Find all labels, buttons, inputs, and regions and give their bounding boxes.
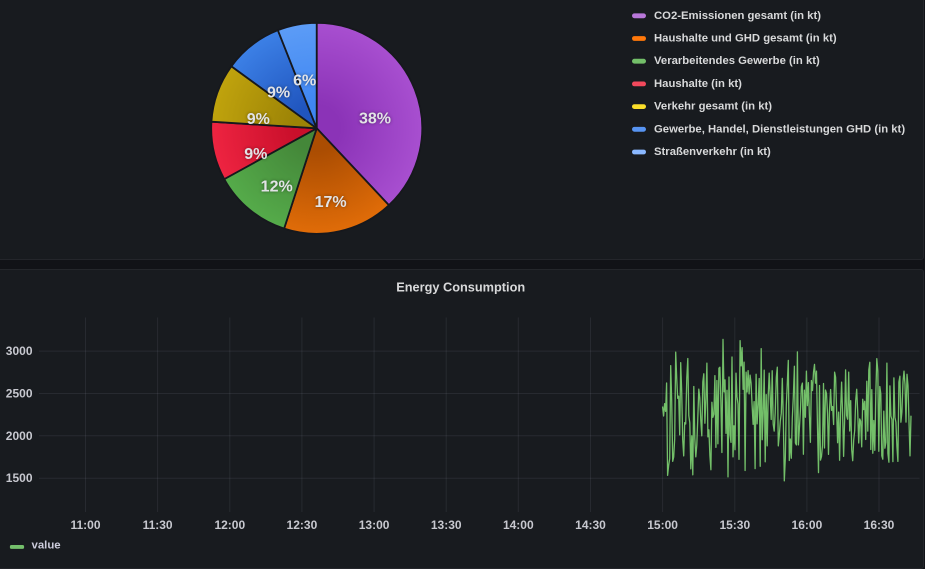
svg-text:13:00: 13:00 <box>359 518 390 532</box>
svg-text:1500: 1500 <box>6 471 33 485</box>
svg-text:12:30: 12:30 <box>287 518 318 532</box>
svg-text:16:30: 16:30 <box>864 518 895 532</box>
svg-text:17%: 17% <box>315 194 347 211</box>
svg-text:Verkehr gesamt (in kt): Verkehr gesamt (in kt) <box>654 101 772 113</box>
svg-text:9%: 9% <box>267 85 290 102</box>
svg-text:2500: 2500 <box>6 387 33 401</box>
svg-text:value: value <box>32 540 61 552</box>
svg-text:12%: 12% <box>261 179 293 196</box>
svg-text:38%: 38% <box>359 110 391 127</box>
svg-text:Haushalte (in kt): Haushalte (in kt) <box>654 78 742 90</box>
svg-text:3000: 3000 <box>6 344 33 358</box>
svg-text:Gewerbe, Handel, Dienstleistun: Gewerbe, Handel, Dienstleistungen GHD (i… <box>654 123 905 135</box>
svg-text:CO2-Emissionen gesamt (in kt): CO2-Emissionen gesamt (in kt) <box>654 10 821 22</box>
svg-text:14:30: 14:30 <box>575 518 606 532</box>
svg-text:9%: 9% <box>247 111 270 128</box>
svg-text:2000: 2000 <box>6 429 33 443</box>
svg-text:13:30: 13:30 <box>431 518 462 532</box>
svg-text:11:30: 11:30 <box>143 518 173 532</box>
svg-text:Haushalte und GHD gesamt (in k: Haushalte und GHD gesamt (in kt) <box>654 33 837 45</box>
svg-text:11:00: 11:00 <box>70 518 100 532</box>
svg-text:Verarbeitendes Gewerbe (in kt): Verarbeitendes Gewerbe (in kt) <box>654 55 820 67</box>
svg-text:15:30: 15:30 <box>719 518 750 532</box>
svg-text:12:00: 12:00 <box>214 518 245 532</box>
svg-text:6%: 6% <box>293 73 316 90</box>
svg-text:Energy Consumption: Energy Consumption <box>396 280 525 295</box>
svg-text:15:00: 15:00 <box>647 518 678 532</box>
svg-text:14:00: 14:00 <box>503 518 534 532</box>
svg-text:Straßenverkehr (in kt): Straßenverkehr (in kt) <box>654 146 771 158</box>
svg-text:9%: 9% <box>244 146 267 163</box>
svg-text:16:00: 16:00 <box>792 518 823 532</box>
